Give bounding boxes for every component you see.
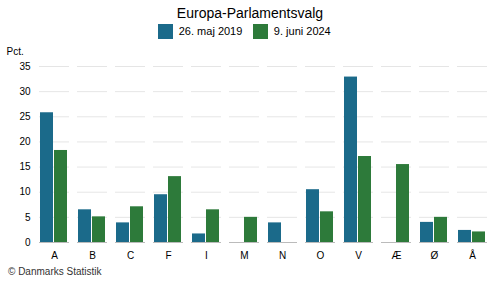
svg-text:Æ: Æ (392, 250, 402, 261)
html-text:9. juni 2024: 9. juni 2024 (273, 25, 331, 38)
html-text:26. maj 2019: 26. maj 2019 (178, 25, 243, 38)
svg-text:Ø: Ø (431, 250, 439, 261)
html-text:Europa-Parlamentsvalg: Europa-Parlamentsvalg (176, 5, 324, 21)
svg-text:M: M (240, 250, 248, 261)
svg-text:Å: Å (469, 249, 476, 261)
svg-text:I: I (205, 250, 208, 261)
svg-text:20: 20 (19, 136, 31, 147)
svg-text:5: 5 (25, 212, 31, 223)
svg-text:C: C (127, 250, 134, 261)
svg-text:B: B (89, 250, 96, 261)
svg-text:30: 30 (19, 86, 31, 97)
svg-text:35: 35 (19, 61, 31, 72)
svg-text:0: 0 (25, 237, 31, 248)
svg-text:V: V (355, 250, 362, 261)
svg-text:Pct.: Pct. (7, 46, 24, 57)
svg-text:25: 25 (19, 111, 31, 122)
html-text:© Danmarks Statistik: © Danmarks Statistik (8, 266, 102, 277)
svg-text:A: A (51, 250, 58, 261)
svg-text:O: O (317, 250, 325, 261)
svg-text:F: F (165, 250, 171, 261)
svg-text:N: N (279, 250, 286, 261)
svg-text:10: 10 (19, 186, 31, 197)
svg-text:15: 15 (19, 161, 31, 172)
